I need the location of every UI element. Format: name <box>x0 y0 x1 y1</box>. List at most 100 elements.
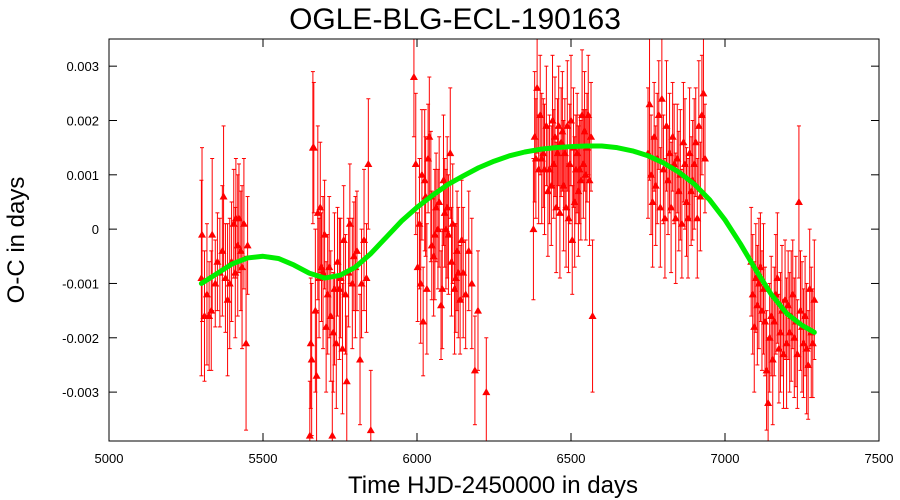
data-point <box>307 355 316 363</box>
y-tick-label: 0 <box>92 222 99 237</box>
data-point <box>751 274 760 282</box>
data-point <box>213 257 222 265</box>
data-point <box>687 187 696 195</box>
data-point <box>231 268 240 276</box>
data-point <box>451 274 460 282</box>
data-point <box>770 317 779 325</box>
data-point <box>802 344 811 352</box>
data-point <box>312 371 321 379</box>
data-point <box>219 192 228 200</box>
data-point <box>446 149 455 157</box>
x-tick-label: 7000 <box>711 451 740 466</box>
data-point <box>470 366 479 374</box>
data-point <box>238 263 247 271</box>
data-point <box>424 154 433 162</box>
data-point <box>782 339 791 347</box>
data-point <box>648 197 657 205</box>
data-point <box>345 219 354 227</box>
data-point <box>317 263 326 271</box>
data-point <box>580 127 589 135</box>
x-axis-label: Time HJD-2450000 in days <box>348 472 638 499</box>
data-point <box>467 279 476 287</box>
data-point <box>570 197 579 205</box>
chart-title: OGLE-BLG-ECL-190163 <box>289 3 621 36</box>
data-point <box>762 366 771 374</box>
data-point <box>422 284 431 292</box>
data-point <box>553 149 562 157</box>
data-point <box>673 154 682 162</box>
data-point <box>560 149 569 157</box>
data-point <box>665 149 674 157</box>
data-point <box>243 241 252 249</box>
data-point <box>356 355 365 363</box>
data-point <box>447 257 456 265</box>
data-point <box>567 116 575 124</box>
data-point <box>236 246 245 254</box>
data-point <box>575 165 584 173</box>
data-point <box>542 121 551 129</box>
data-point <box>335 284 344 292</box>
data-point <box>756 263 765 271</box>
data-point <box>690 159 699 167</box>
data-point <box>432 203 441 211</box>
data-point <box>773 274 782 282</box>
data-point <box>453 246 462 254</box>
data-point <box>539 149 548 157</box>
data-point <box>581 170 590 178</box>
data-point <box>587 132 596 140</box>
data-point <box>578 111 587 119</box>
data-point <box>531 154 540 162</box>
data-point <box>242 339 251 347</box>
x-tick-label: 6500 <box>557 451 586 466</box>
data-point <box>322 322 331 330</box>
data-point <box>674 187 683 195</box>
data-point <box>305 431 314 439</box>
data-point <box>547 181 556 189</box>
data-point <box>339 236 348 243</box>
data-point <box>559 181 568 189</box>
data-point <box>785 328 794 336</box>
data-point <box>464 246 473 254</box>
data-point <box>435 197 444 205</box>
data-point <box>694 121 703 129</box>
data-point <box>555 208 564 216</box>
x-tick-label: 5500 <box>249 451 278 466</box>
data-point <box>579 159 588 167</box>
data-point <box>208 230 217 238</box>
data-point <box>664 176 673 184</box>
data-point <box>456 295 465 303</box>
y-tick-label: -0.001 <box>62 276 99 291</box>
data-point <box>326 312 335 320</box>
data-point <box>473 306 482 314</box>
fit-curve <box>198 143 817 335</box>
data-point <box>325 263 334 271</box>
y-tick-label: 0.001 <box>66 168 99 183</box>
data-point <box>413 263 422 271</box>
data-point <box>697 111 706 119</box>
data-point <box>696 192 705 200</box>
data-point <box>482 388 491 396</box>
data-point <box>433 225 442 233</box>
data-point <box>774 344 783 352</box>
data-point <box>202 290 211 298</box>
data-point <box>234 214 243 222</box>
data-point <box>765 333 774 341</box>
data-point <box>565 159 574 167</box>
data-point <box>654 111 663 119</box>
data-point <box>417 170 426 178</box>
data-point <box>685 149 694 157</box>
data-point <box>225 279 234 287</box>
data-point <box>650 132 659 140</box>
data-point <box>338 344 347 352</box>
data-point <box>543 187 552 195</box>
data-point <box>198 230 207 238</box>
data-point <box>316 203 325 211</box>
data-point <box>808 339 817 347</box>
data-point <box>550 132 559 140</box>
data-point <box>533 83 542 91</box>
data-point <box>667 203 676 211</box>
data-point <box>548 116 557 124</box>
data-point <box>558 127 567 135</box>
data-point <box>671 214 680 222</box>
